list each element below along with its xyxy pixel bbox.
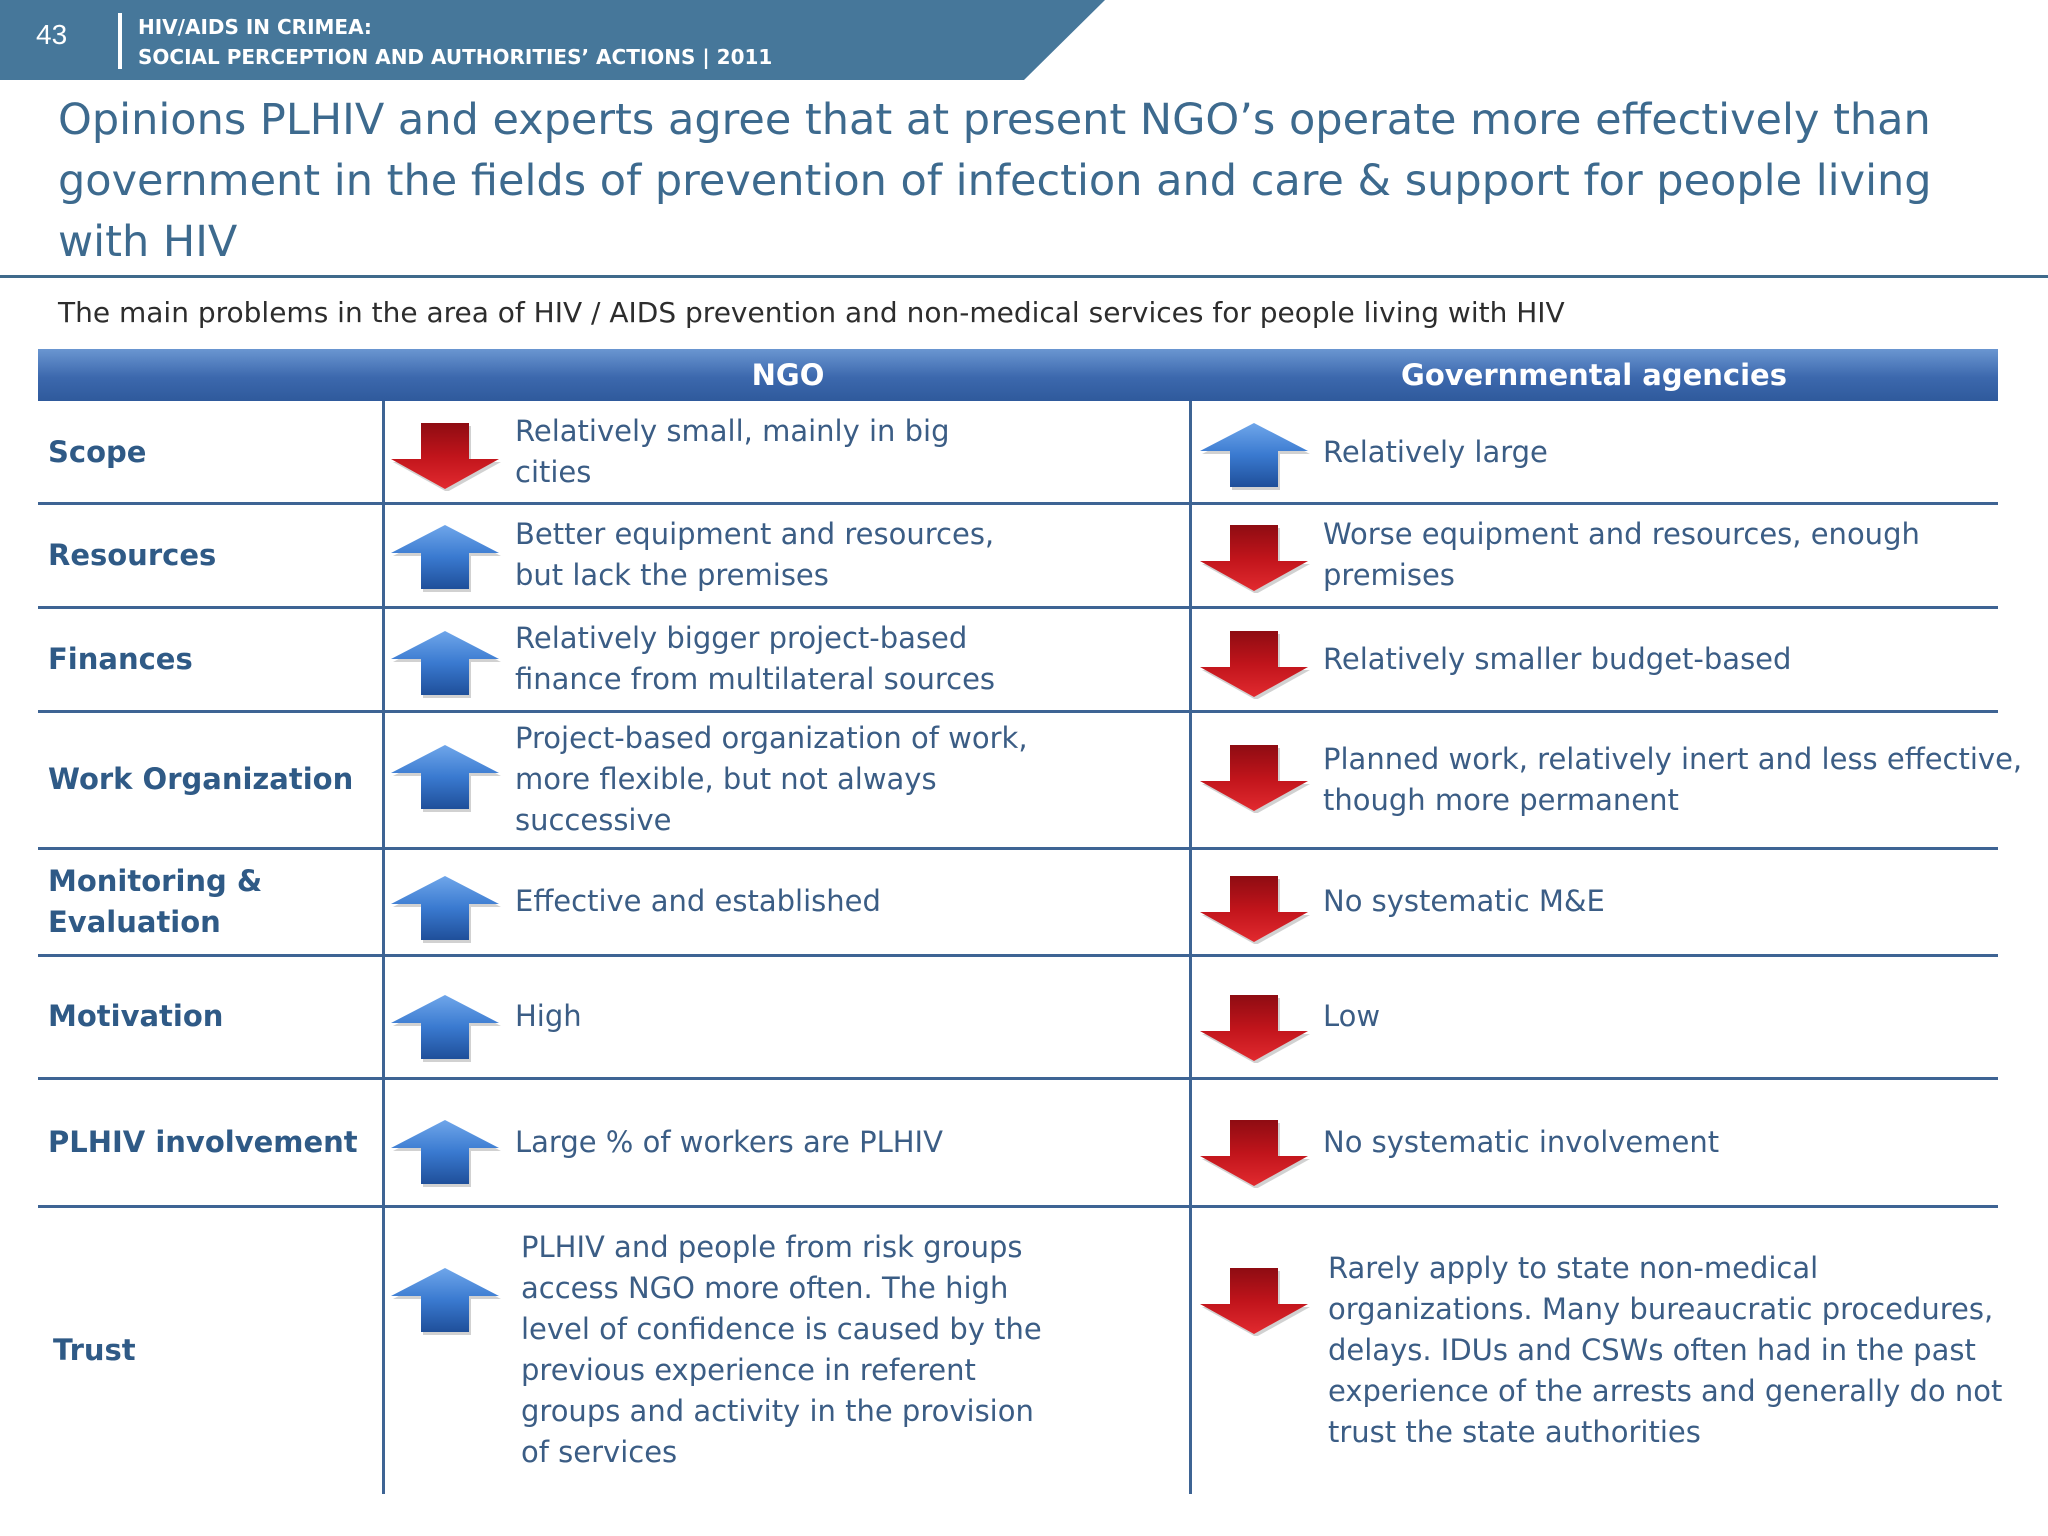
banner-divider: [118, 13, 122, 69]
page-number: 43: [36, 19, 68, 50]
report-title-line1: HIV/AIDS IN CRIMEA:: [138, 15, 372, 39]
arrow-down-icon: [1198, 1118, 1310, 1188]
government-cell: Worse equipment and resources, enough pr…: [1323, 517, 1920, 592]
table-caption: The main problems in the area of HIV / A…: [58, 296, 1565, 329]
row-divider: [38, 954, 1998, 957]
row-divider: [38, 847, 1998, 850]
government-cell: Relatively smaller budget-based: [1323, 641, 1792, 676]
table-row: PLHIV involvement Large % of workers are …: [38, 1078, 1998, 1206]
row-divider: [38, 502, 1998, 505]
ngo-cell: Relatively small, mainly in big cities: [515, 414, 950, 489]
row-label: Scope: [48, 434, 147, 469]
arrow-down-icon: [1198, 874, 1310, 944]
row-label: PLHIV involvement: [48, 1124, 358, 1159]
row-divider: [38, 606, 1998, 609]
government-cell: No systematic M&E: [1323, 884, 1605, 918]
ngo-cell: Project-based organization of work, more…: [515, 721, 1028, 837]
column-divider: [382, 401, 385, 1494]
arrow-down-icon: [1198, 629, 1310, 699]
ngo-cell: Large % of workers are PLHIV: [515, 1124, 943, 1159]
arrow-up-icon: [389, 629, 501, 699]
report-title-line2: SOCIAL PERCEPTION AND AUTHORITIES’ ACTIO…: [138, 45, 773, 69]
arrow-down-icon: [1198, 523, 1310, 593]
title-rule: [0, 275, 2048, 278]
government-cell: Relatively large: [1323, 434, 1548, 469]
table-row: Scope Relatively small, mainly in big cit…: [38, 401, 1998, 503]
arrow-up-icon: [389, 1118, 501, 1188]
government-cell: Planned work, relatively inert and less …: [1323, 741, 2023, 817]
ngo-cell: Relatively bigger project-based finance …: [515, 621, 996, 696]
table-row: Motivation High Low: [38, 955, 1998, 1078]
row-divider: [38, 710, 1998, 713]
arrow-up-icon: [389, 874, 501, 944]
arrow-up-icon: [389, 993, 501, 1063]
government-cell: Rarely apply to state non-medical organi…: [1328, 1250, 2003, 1449]
arrow-up-icon: [389, 743, 501, 813]
arrow-up-icon: [389, 1266, 501, 1336]
ngo-cell: High: [515, 999, 582, 1033]
slide-title: Opinions PLHIV and experts agree that at…: [58, 95, 1932, 267]
row-divider: [38, 1205, 1998, 1208]
ngo-cell: PLHIV and people from risk groups access…: [521, 1230, 1042, 1469]
government-cell: Low: [1323, 999, 1381, 1033]
row-label: Monitoring & Evaluation: [48, 863, 263, 939]
table-row: Monitoring & Evaluation Effective and est…: [38, 848, 1998, 955]
table-row: Trust PLHIV and people from risk groups a…: [38, 1206, 2002, 1494]
column-header-ngo: NGO: [751, 358, 825, 392]
row-label: Trust: [53, 1332, 136, 1367]
row-label: Work Organization: [48, 762, 354, 796]
row-label: Resources: [48, 537, 217, 572]
header-banner: [0, 0, 1105, 80]
arrow-up-icon: [1198, 421, 1310, 491]
government-cell: No systematic involvement: [1323, 1124, 1720, 1159]
ngo-cell: Effective and established: [515, 884, 881, 918]
table-header: NGO Governmental agencies: [38, 349, 1998, 401]
ngo-cell: Better equipment and resources, but lack…: [515, 517, 995, 592]
arrow-down-icon: [1198, 993, 1310, 1063]
arrow-down-icon: [389, 421, 501, 491]
table-row: Finances Relatively bigger project-based …: [38, 607, 1998, 711]
table-row: Resources Better equipment and resources,…: [38, 503, 1998, 607]
row-label: Finances: [48, 641, 193, 676]
arrow-down-icon: [1198, 743, 1310, 813]
arrow-up-icon: [389, 523, 501, 593]
row-divider: [38, 1077, 1998, 1080]
column-header-government: Governmental agencies: [1401, 358, 1787, 392]
row-label: Motivation: [48, 999, 224, 1033]
column-divider: [1189, 401, 1192, 1494]
arrow-down-icon: [1198, 1266, 1310, 1336]
table-row: Work Organization Project-based organizat…: [38, 711, 2022, 848]
